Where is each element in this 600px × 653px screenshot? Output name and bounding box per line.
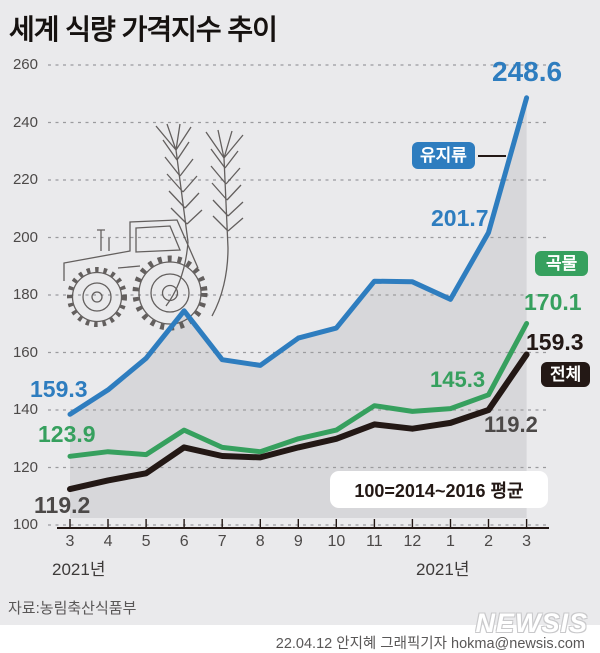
newsis-watermark: NEWSIS bbox=[475, 608, 588, 638]
base-period-note: 100=2014~2016 평균 bbox=[330, 471, 548, 508]
oils-badge-connector-line bbox=[478, 155, 506, 157]
wheat-tractor-illustration bbox=[63, 123, 244, 331]
x-tick-label-9: 12 bbox=[403, 533, 422, 550]
y-tick-label-260: 260 bbox=[12, 56, 38, 73]
x-tick-label-11: 2 bbox=[484, 533, 493, 550]
series-line-total bbox=[67, 351, 530, 493]
x-tick-label-8: 11 bbox=[366, 533, 383, 550]
x-tick-label-10: 1 bbox=[446, 533, 455, 550]
x-year-label-right: 2021년 bbox=[416, 560, 470, 579]
series-line-grains bbox=[67, 321, 530, 459]
x-tick-label-2: 5 bbox=[141, 533, 151, 550]
total-start-value: 119.2 bbox=[34, 492, 91, 518]
total-feb-value: 119.2 bbox=[484, 412, 538, 437]
oils-start-value: 159.3 bbox=[30, 376, 88, 402]
y-tick-label-100: 100 bbox=[12, 516, 38, 533]
legend-badge-grains: 곡물 bbox=[535, 251, 589, 276]
oils-feb-value: 201.7 bbox=[431, 205, 489, 231]
x-tick-label-3: 6 bbox=[179, 533, 189, 550]
chart-title: 세계 식량 가격지수 추이 bbox=[9, 14, 278, 45]
credit-text: 22.04.12 안지혜 그래픽기자 hokma@newsis.com bbox=[275, 636, 585, 652]
x-tick-label-1: 4 bbox=[103, 533, 113, 550]
y-tick-label-140: 140 bbox=[12, 401, 38, 418]
series-line-oils bbox=[67, 95, 530, 417]
x-tick-label-6: 9 bbox=[293, 533, 303, 550]
y-tick-label-220: 220 bbox=[12, 171, 38, 188]
x-year-label-left: 2021년 bbox=[52, 560, 106, 579]
source-text: 자료:농림축산식품부 bbox=[8, 600, 137, 617]
oils-end-value: 248.6 bbox=[492, 56, 563, 87]
y-tick-label-240: 240 bbox=[12, 113, 38, 131]
grains-start-value: 123.9 bbox=[38, 421, 96, 447]
x-tick-label-12: 3 bbox=[522, 533, 532, 550]
x-tick-label-7: 10 bbox=[327, 533, 346, 550]
grains-end-value: 170.1 bbox=[524, 289, 582, 315]
y-tick-label-120: 120 bbox=[12, 458, 38, 476]
grains-feb-value: 145.3 bbox=[430, 367, 486, 392]
chart-plot bbox=[48, 64, 549, 529]
legend-badge-oils: 유지류 bbox=[412, 142, 475, 169]
x-tick-label-5: 8 bbox=[255, 533, 265, 550]
y-tick-label-200: 200 bbox=[12, 228, 38, 246]
y-tick-label-180: 180 bbox=[12, 286, 38, 303]
total-end-value: 159.3 bbox=[526, 329, 584, 355]
x-tick-label-0: 3 bbox=[65, 533, 75, 550]
x-tick-label-4: 7 bbox=[217, 533, 227, 550]
y-tick-label-160: 160 bbox=[12, 343, 38, 361]
legend-badge-total: 전체 bbox=[541, 362, 591, 387]
